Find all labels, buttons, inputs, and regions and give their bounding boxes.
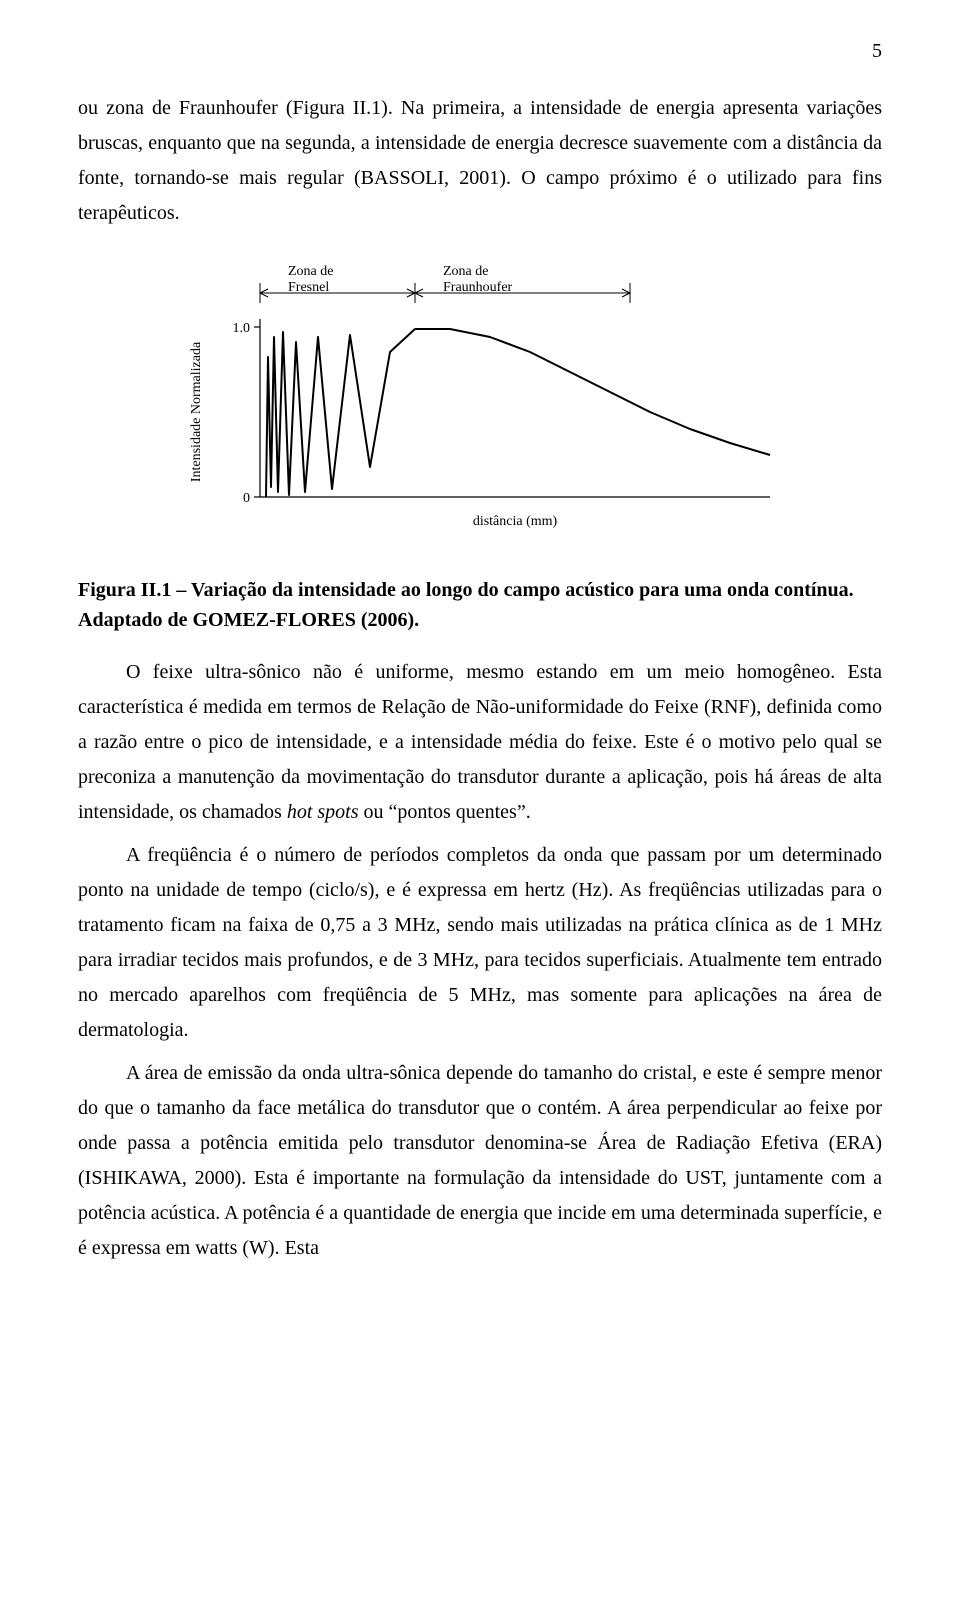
svg-text:Fresnel: Fresnel	[288, 280, 329, 295]
paragraph-1: ou zona de Fraunhoufer (Figura II.1). Na…	[78, 91, 882, 231]
paragraph-5: A área de emissão da onda ultra-sônica d…	[78, 1056, 882, 1266]
svg-text:Zona de: Zona de	[288, 264, 333, 279]
svg-text:Fraunhoufer: Fraunhoufer	[443, 280, 513, 295]
paragraph-5-text: A área de emissão da onda ultra-sônica d…	[78, 1062, 882, 1259]
paragraph-1-text: ou zona de Fraunhoufer (Figura II.1). Na…	[78, 97, 882, 224]
paragraph-3: O feixe ultra-sônico não é uniforme, mes…	[78, 655, 882, 830]
svg-text:distância (mm): distância (mm)	[473, 514, 558, 529]
page-number: 5	[78, 40, 882, 63]
figure-ii-1-svg: 0 1.0 Intensidade Normalizada distância (mm…	[170, 257, 790, 557]
paragraph-3-text-c: ou “pontos quentes”.	[359, 801, 531, 823]
figure-ii-1-caption: Figura II.1 – Variação da intensidade ao…	[78, 575, 882, 635]
paragraph-4: A freqüência é o número de períodos comp…	[78, 838, 882, 1048]
svg-text:1.0: 1.0	[233, 321, 251, 336]
svg-text:Intensidade Normalizada: Intensidade Normalizada	[189, 341, 204, 482]
figure-ii-1: 0 1.0 Intensidade Normalizada distância (mm…	[78, 257, 882, 557]
paragraph-3-text-a: O feixe ultra-sônico não é uniforme, mes…	[78, 661, 882, 823]
figure-ii-1-caption-text: Figura II.1 – Variação da intensidade ao…	[78, 579, 854, 631]
svg-text:0: 0	[243, 491, 250, 506]
svg-text:Zona de: Zona de	[443, 264, 488, 279]
paragraph-4-text: A freqüência é o número de períodos comp…	[78, 844, 882, 1041]
paragraph-3-italic: hot spots	[287, 801, 359, 823]
